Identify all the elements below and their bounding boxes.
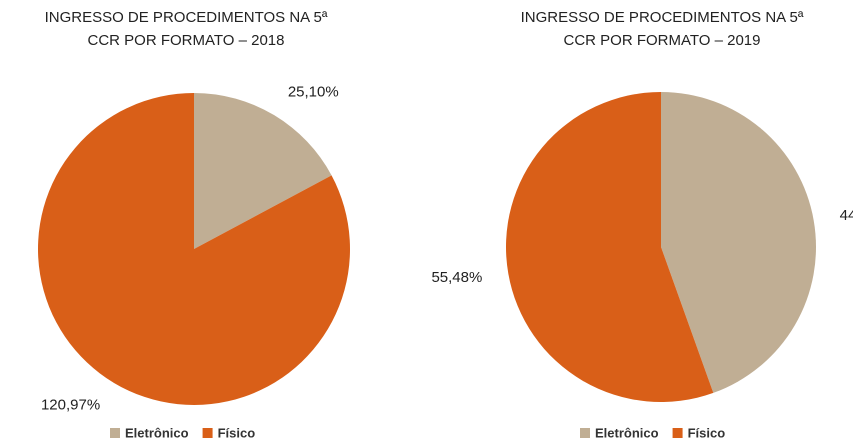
pie-slice: [505, 92, 714, 403]
pie-slice: [661, 92, 816, 393]
legend-swatch: [672, 428, 683, 438]
data-label: 25,10%: [288, 83, 339, 100]
legend-swatch: [202, 428, 213, 438]
pie-slice: [194, 93, 332, 249]
data-label: 120,97%: [41, 397, 100, 414]
legend-label: Físico: [218, 425, 256, 440]
data-label: 55,48%: [431, 269, 482, 286]
legend-swatch: [110, 428, 120, 438]
pie-slice: [38, 93, 351, 405]
legend-label: Eletrônico: [125, 425, 189, 440]
legend-swatch: [580, 428, 590, 438]
legend-label: Eletrônico: [595, 425, 659, 440]
data-label: 44,52%: [840, 207, 853, 224]
chart-title: INGRESSO DE PROCEDIMENTOS NA 5ª CCR POR …: [44, 9, 328, 49]
legend-label: Físico: [688, 425, 726, 440]
chart-title: INGRESSO DE PROCEDIMENTOS NA 5ª CCR POR …: [520, 9, 804, 49]
